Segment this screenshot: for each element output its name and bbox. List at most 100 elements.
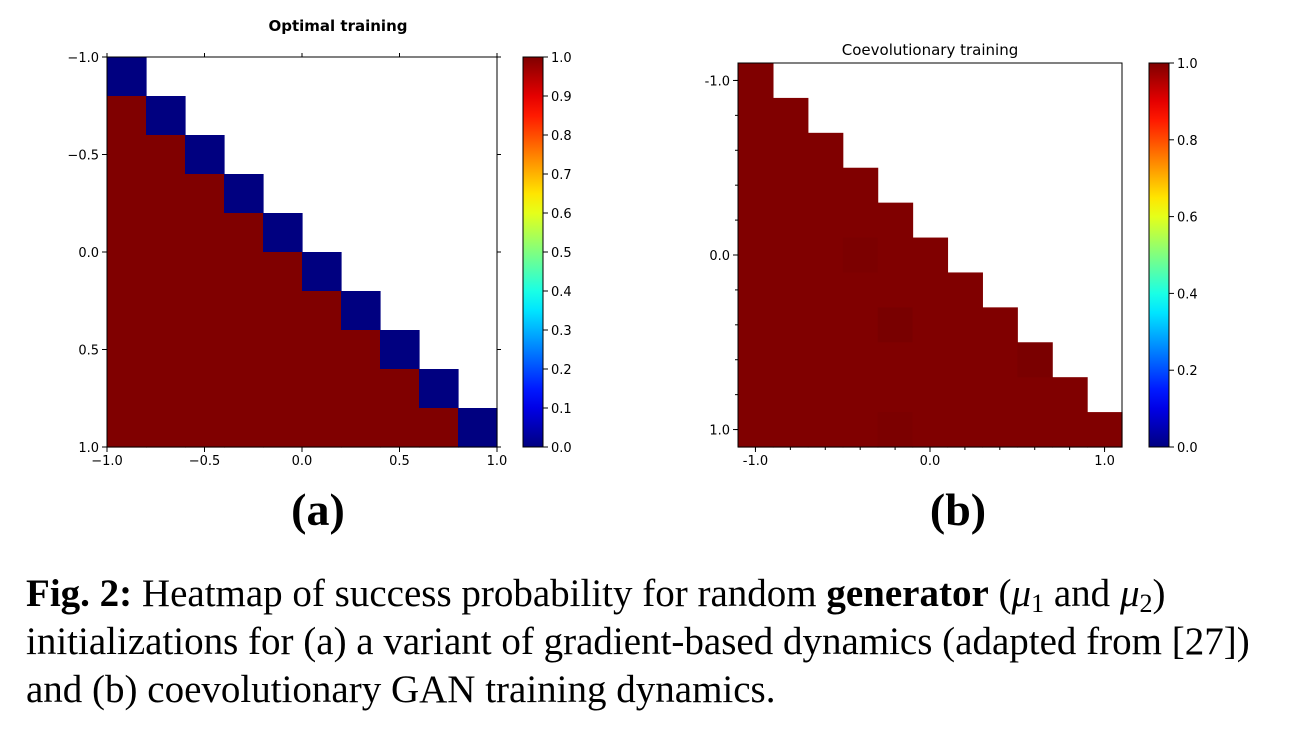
caption-mu-2: μ — [1119, 572, 1140, 615]
heatmap-cell — [263, 408, 303, 448]
heatmap-cell — [877, 272, 914, 308]
chart-title: Optimal training — [269, 17, 408, 35]
heatmap-cell — [302, 369, 342, 409]
heatmap-panel-b: -1.0 0.0 1.0 -1.0 0.0 1.0 Coevolutionary train… — [705, 41, 1198, 535]
heatmap-cell — [224, 213, 264, 253]
heatmap-cell — [807, 412, 844, 448]
heatmap-cell — [107, 57, 147, 97]
heatmap-cell — [842, 202, 879, 239]
heatmap-cell — [146, 213, 186, 253]
heatmap-cell — [224, 330, 264, 370]
heatmap-cell — [146, 369, 186, 409]
figure: −1.0 −0.5 0.0 0.5 1.0−1.0−0.50.00.51.0Optima… — [67, 17, 1198, 535]
colorbar-tick-label: 0.0 — [551, 441, 572, 456]
heatmap-cell — [807, 237, 844, 274]
heatmap-cell — [107, 291, 147, 331]
y-tick-label: 0.0 — [78, 246, 99, 261]
heatmap-cell — [1052, 412, 1088, 448]
heatmap-cell — [772, 377, 809, 413]
heatmap-cell — [1052, 377, 1088, 413]
caption-label: Fig. 2: — [26, 572, 133, 615]
heatmap-cell — [807, 377, 844, 413]
y-tick-label: 1.0 — [78, 441, 99, 456]
heatmap-cell — [807, 132, 844, 169]
heatmap-cell — [185, 408, 225, 448]
panel-label: (b) — [930, 484, 986, 535]
caption-text-3: and — [1044, 572, 1120, 615]
colorbar-tick-label: 0.2 — [551, 363, 572, 378]
heatmap-cell — [947, 342, 983, 378]
heatmap-cell — [185, 135, 225, 175]
heatmap-cell — [380, 330, 420, 370]
y-tick-label: −0.5 — [67, 149, 99, 164]
heatmap-cell — [341, 408, 381, 448]
heatmap-cell — [947, 377, 983, 413]
heatmap-cell — [947, 307, 983, 343]
heatmap-cells — [107, 57, 498, 448]
caption-text-2: ( — [988, 572, 1012, 615]
heatmap-cell — [146, 408, 186, 448]
caption-text-4: ) initializations for (a) a variant of g… — [26, 572, 1250, 711]
heatmap-cell — [224, 408, 264, 448]
heatmap-cell — [263, 291, 303, 331]
caption-sub-2: 2 — [1139, 589, 1153, 618]
heatmap-cell — [185, 369, 225, 409]
colorbar-tick-label: 0.1 — [551, 402, 572, 417]
heatmap-cell — [772, 97, 809, 134]
heatmap-cell — [107, 330, 147, 370]
panel-label: (a) — [291, 484, 345, 535]
colorbar-tick-label: 0.4 — [1177, 287, 1198, 302]
heatmap-cell — [982, 307, 1018, 343]
caption-text-1: Heatmap of success probability for rando… — [132, 572, 827, 615]
heatmap-cell — [380, 369, 420, 409]
heatmap-cell — [185, 213, 225, 253]
heatmap-cell — [842, 307, 879, 343]
figure-caption: Fig. 2: Heatmap of success probability f… — [26, 570, 1276, 714]
heatmap-cell — [1017, 377, 1053, 413]
heatmap-cell — [912, 342, 949, 378]
colorbar-tick-label: 0.4 — [551, 285, 572, 300]
heatmap-cell — [146, 135, 186, 175]
heatmap-cell — [419, 408, 459, 448]
heatmap-cell — [419, 369, 459, 409]
heatmap-cell — [146, 174, 186, 214]
heatmap-panel-a: −1.0 −0.5 0.0 0.5 1.0−1.0−0.50.00.51.0Optima… — [67, 17, 571, 535]
heatmap-cell — [146, 330, 186, 370]
heatmap-cell — [224, 252, 264, 292]
colorbar-tick-label: 1.0 — [1177, 57, 1198, 72]
heatmap-cell — [1087, 412, 1123, 448]
colorbar-tick-label: 0.3 — [551, 324, 572, 339]
heatmap-cell — [738, 237, 774, 274]
caption-bold-word: generator — [826, 572, 989, 615]
y-tick-label: -1.0 — [705, 74, 730, 89]
heatmap-cell — [807, 342, 844, 378]
heatmap-cell — [107, 135, 147, 175]
heatmap-cell — [302, 252, 342, 292]
heatmap-cell — [807, 272, 844, 308]
heatmap-cell — [738, 307, 774, 343]
heatmap-cell — [738, 167, 774, 204]
colorbar — [522, 56, 544, 448]
colorbar-tick-label: 0.9 — [551, 90, 572, 105]
heatmap-cell — [107, 408, 147, 448]
heatmap-cell — [302, 330, 342, 370]
heatmap-cell — [912, 272, 949, 308]
heatmap-cell — [877, 377, 914, 413]
heatmap-cells — [738, 63, 1123, 448]
heatmap-cell — [1017, 412, 1053, 448]
heatmap-cell — [912, 412, 949, 448]
heatmap-cell — [877, 202, 914, 239]
heatmap-cell — [877, 412, 914, 448]
heatmap-cell — [772, 272, 809, 308]
heatmap-cell — [772, 237, 809, 274]
colorbar-tick-label: 0.8 — [551, 129, 572, 144]
heatmap-cell — [302, 291, 342, 331]
heatmap-cell — [842, 272, 879, 308]
heatmap-cell — [947, 272, 983, 308]
heatmap-cell — [947, 412, 983, 448]
heatmap-cell — [772, 307, 809, 343]
heatmap-cell — [842, 412, 879, 448]
y-tick-label: 0.0 — [709, 249, 730, 264]
heatmap-cell — [185, 291, 225, 331]
x-tick-label: -1.0 — [743, 454, 768, 469]
